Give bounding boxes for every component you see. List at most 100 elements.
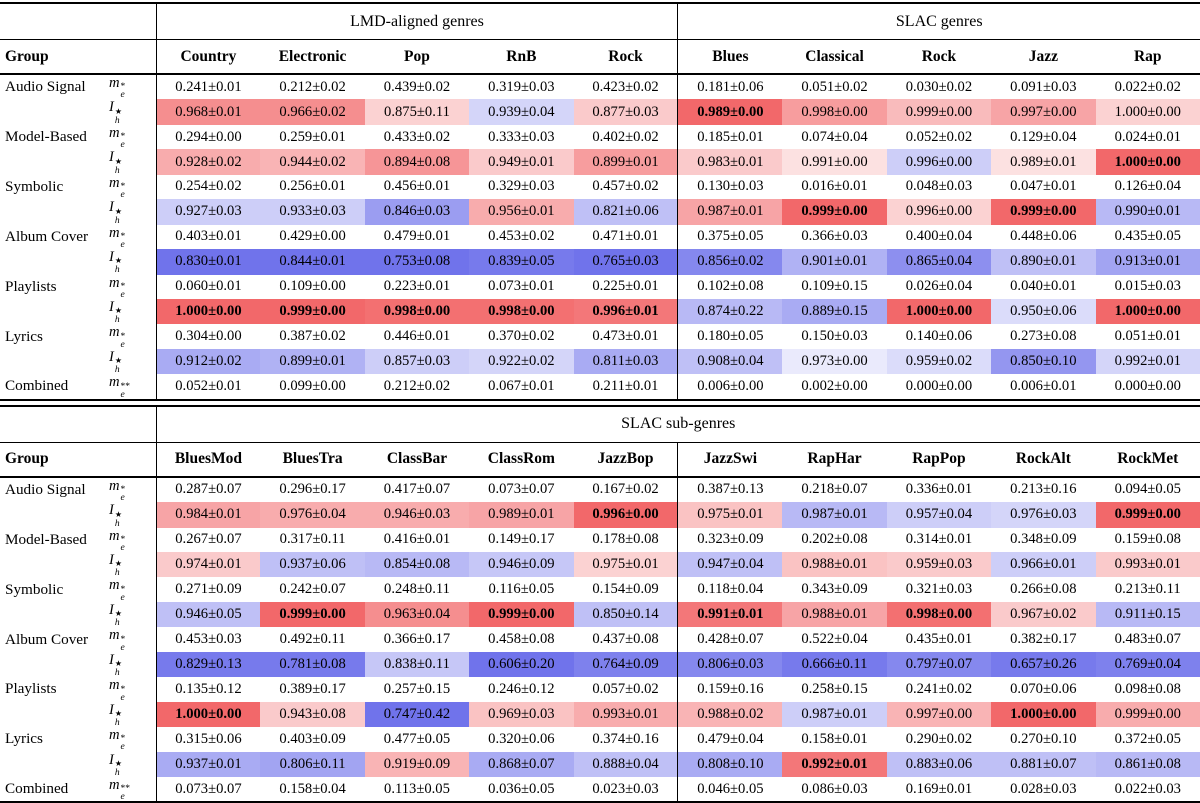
group-label: Album Cover: [5, 630, 89, 648]
metric-symbol-i: I ★ h: [109, 348, 123, 375]
value-cell: 0.811±0.03: [573, 348, 678, 375]
value-cell: 1.000±0.00: [1095, 298, 1200, 325]
value-cell: 0.400±0.04: [905, 228, 973, 245]
value-cell: 0.998±0.00: [782, 99, 887, 125]
value-cell: 0.999±0.00: [782, 199, 887, 225]
value-cell: 0.102±0.08: [677, 274, 783, 299]
metric-symbol-m: m * e: [109, 174, 126, 200]
group-label: [0, 199, 106, 224]
value-cell: 0.999±0.00: [260, 298, 365, 325]
metric-symbol-i: I ★ h: [109, 651, 123, 678]
value-cell: 0.976±0.03: [991, 502, 1096, 528]
value-cell: 0.118±0.04: [677, 577, 783, 602]
group-label: Symbolic: [5, 580, 64, 598]
metric-label: m * e: [106, 275, 156, 299]
value-cell: 0.000±0.00: [905, 377, 973, 394]
value-cell: 0.999±0.00: [260, 601, 365, 628]
value-cell: 0.988±0.01: [782, 601, 887, 628]
value-cell: 0.178±0.08: [592, 531, 659, 548]
value-cell: 0.213±0.16: [1010, 481, 1077, 498]
value-cell: 0.159±0.08: [1114, 531, 1181, 548]
value-cell: 0.435±0.01: [905, 631, 973, 648]
value-cell: 0.996±0.01: [573, 298, 678, 325]
value-cell: 0.839±0.05: [469, 249, 574, 275]
metric-label: m * e: [106, 225, 156, 249]
value-cell: 0.998±0.00: [886, 601, 992, 628]
value-cell: 0.026±0.04: [905, 278, 973, 295]
metric-label: I ★ h: [106, 702, 156, 727]
metric-label: m * e: [106, 324, 156, 348]
metric-label: m * e: [106, 627, 156, 651]
column-header: RnB: [469, 39, 574, 75]
value-cell: 0.846±0.03: [364, 199, 470, 225]
value-cell: 0.006±0.01: [1010, 377, 1077, 394]
value-cell: 0.067±0.01: [488, 377, 555, 394]
value-cell: 0.375±0.05: [677, 224, 783, 250]
column-header: Rap: [1095, 39, 1200, 75]
value-cell: 0.937±0.01: [155, 751, 261, 777]
value-cell: 0.428±0.07: [677, 627, 783, 652]
value-cell: 1.000±0.00: [155, 701, 261, 728]
value-cell: 0.109±0.00: [279, 278, 346, 295]
value-cell: 0.950±0.06: [991, 298, 1096, 325]
value-cell: 0.094±0.05: [1114, 481, 1181, 498]
value-cell: 0.022±0.03: [1114, 780, 1181, 797]
column-header: Rock: [886, 39, 992, 75]
value-cell: 0.448±0.06: [1010, 228, 1077, 245]
value-cell: 0.522±0.04: [801, 631, 868, 648]
value-cell: 0.492±0.11: [279, 631, 346, 648]
value-cell: 0.323±0.09: [677, 527, 783, 552]
value-cell: 0.988±0.02: [677, 701, 783, 728]
metric-symbol-m: m * e: [109, 727, 126, 752]
value-cell: 0.473±0.01: [592, 328, 659, 345]
value-cell: 0.294±0.00: [155, 124, 261, 150]
value-cell: 0.856±0.02: [677, 249, 783, 275]
value-cell: 0.850±0.10: [991, 348, 1096, 375]
value-cell: 0.060±0.01: [155, 274, 261, 299]
value-cell: 0.343±0.09: [801, 581, 868, 598]
value-cell: 0.023±0.03: [592, 780, 659, 797]
value-cell: 0.329±0.03: [488, 178, 555, 195]
metric-label: I ★ h: [106, 602, 156, 627]
value-cell: 0.989±0.01: [991, 149, 1096, 175]
group-label: Playlists: [5, 277, 57, 295]
value-cell: 0.366±0.17: [383, 631, 451, 648]
value-cell: 0.433±0.02: [383, 128, 451, 145]
table-row: Audio Signal m * e 0.287±0.07 0.296±0.17 0.417…: [0, 476, 1200, 503]
value-cell: 0.048±0.03: [905, 178, 973, 195]
value-cell: 0.169±0.01: [905, 780, 973, 797]
column-group-title: SLAC sub-genres: [155, 405, 1200, 443]
table-row: I ★ h 0.974±0.01 0.937±0.06 0.854±0.08 0.946±0…: [0, 552, 1200, 578]
column-header: Pop: [364, 39, 470, 75]
group-column-header: Group: [0, 442, 156, 478]
value-cell: 0.057±0.02: [592, 680, 659, 697]
table-row: Playlists m * e 0.135±0.12 0.389±0.17 0.257±0.…: [0, 677, 1200, 702]
value-cell: 0.483±0.07: [1114, 631, 1181, 648]
value-cell: 0.899±0.01: [573, 149, 678, 175]
column-header: ClassRom: [469, 442, 574, 478]
table-row: I ★ h 1.000±0.00 0.999±0.00 0.998±0.00 0.998±0…: [0, 298, 1200, 325]
metric-symbol-m: m * e: [109, 324, 126, 349]
value-cell: 0.949±0.01: [469, 149, 574, 175]
value-cell: 0.457±0.02: [592, 178, 659, 195]
value-cell: 0.073±0.01: [488, 278, 555, 295]
group-label: [0, 349, 106, 374]
value-cell: 0.933±0.03: [260, 199, 365, 225]
metric-symbol-m: m * e: [109, 677, 126, 702]
value-cell: 0.991±0.01: [677, 601, 783, 628]
value-cell: 0.996±0.00: [886, 199, 992, 225]
metric-symbol-i: I ★ h: [109, 149, 123, 175]
value-cell: 0.052±0.01: [155, 374, 261, 400]
metric-symbol-m: m * e: [109, 224, 126, 250]
column-group-title: SLAC genres: [677, 3, 1200, 40]
value-cell: 0.403±0.09: [279, 730, 346, 747]
value-cell: 0.040±0.01: [1010, 278, 1077, 295]
genres-table: LMD-aligned genres SLAC genres Group Countr…: [0, 2, 1200, 401]
metric-label: m * e: [106, 74, 156, 99]
value-cell: 0.458±0.08: [488, 631, 555, 648]
value-cell: 0.366±0.03: [801, 228, 868, 245]
value-cell: 0.006±0.00: [677, 374, 783, 400]
value-cell: 0.999±0.00: [1095, 701, 1200, 728]
value-cell: 0.435±0.05: [1114, 228, 1181, 245]
value-cell: 0.946±0.09: [469, 552, 574, 578]
